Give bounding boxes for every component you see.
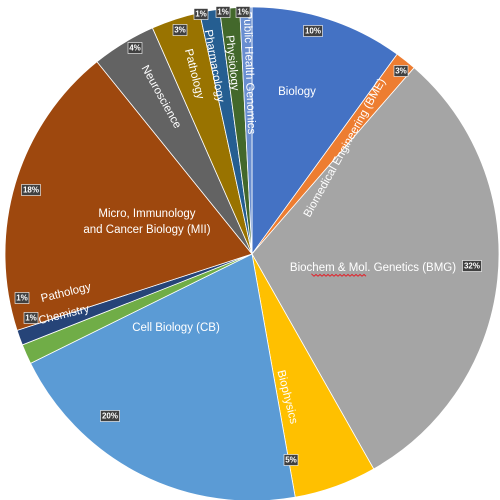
svg-text:1%: 1% <box>237 8 249 17</box>
pct-label-5: 20% <box>100 410 120 422</box>
pct-label-3: 32% <box>462 260 482 272</box>
svg-text:1%: 1% <box>25 314 37 323</box>
pct-label-10: 3% <box>172 24 188 36</box>
pct-label-8: 18% <box>21 184 41 196</box>
svg-text:10%: 10% <box>305 27 321 36</box>
pie-slice-3-biochem-mol-genetics-bmg <box>251 67 500 470</box>
svg-text:3%: 3% <box>174 26 186 35</box>
slice-label-13: Public Health Genomics <box>241 11 257 134</box>
pct-label-13: 1% <box>235 6 251 18</box>
pct-label-4: 5% <box>283 454 299 466</box>
spellcheck-underline <box>311 273 367 277</box>
slice-label-3: Biochem & Mol. Genetics (BMG) <box>290 262 456 274</box>
pct-label-7: 1% <box>14 292 30 304</box>
slice-label-5: Cell Biology (CB) <box>132 322 220 334</box>
svg-text:1%: 1% <box>217 8 229 17</box>
svg-text:20%: 20% <box>102 412 118 421</box>
svg-text:32%: 32% <box>464 262 480 271</box>
svg-text:1%: 1% <box>16 294 28 303</box>
svg-text:3%: 3% <box>395 67 407 76</box>
svg-text:18%: 18% <box>23 186 39 195</box>
pct-label-1: 10% <box>303 25 323 37</box>
pie-slice-1-biology <box>251 6 398 256</box>
svg-text:4%: 4% <box>129 44 141 53</box>
pct-label-12: 1% <box>215 6 231 18</box>
slice-label-1: Biology <box>278 86 316 98</box>
svg-text:1%: 1% <box>195 10 207 19</box>
slice-label-8: Micro, Immunology and Cancer Biology (MII… <box>83 208 210 236</box>
pie-slice-8-micro-immunology-and-cancer-biology-mii <box>4 61 253 331</box>
svg-text:5%: 5% <box>285 456 297 465</box>
slice-label-12: Physiology <box>223 35 241 92</box>
pct-label-9: 4% <box>127 42 143 54</box>
pct-label-11: 1% <box>193 8 209 20</box>
pct-label-6: 1% <box>23 312 39 324</box>
pct-label-2: 3% <box>393 65 409 77</box>
pie-slice-5-cell-biology-cb <box>29 253 296 500</box>
